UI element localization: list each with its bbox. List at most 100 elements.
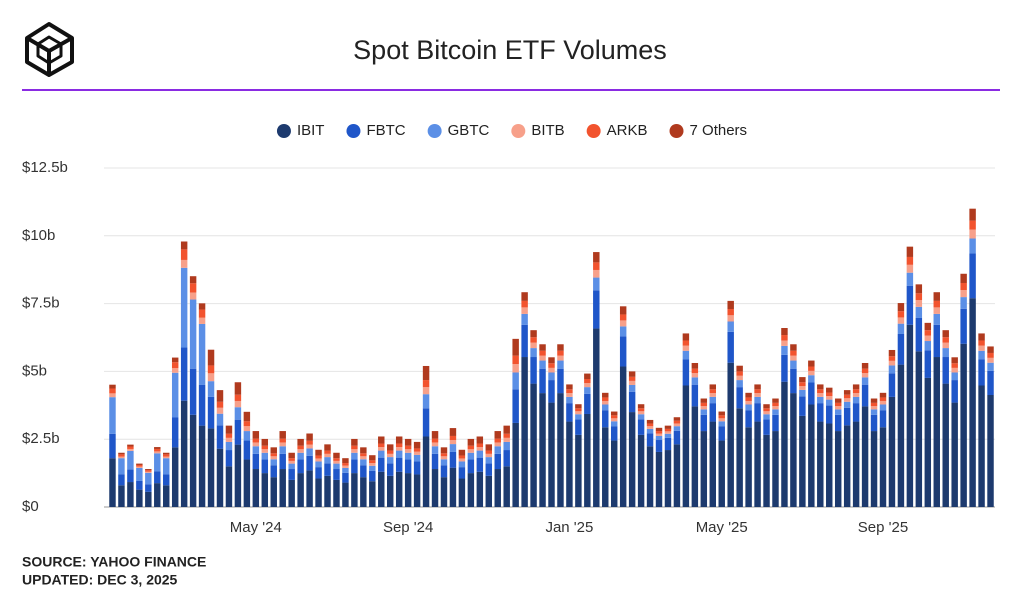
bar-segment bbox=[270, 465, 277, 478]
bar-segment bbox=[494, 442, 501, 447]
bar-segment bbox=[673, 444, 681, 507]
bar-segment bbox=[924, 322, 932, 331]
legend-label: IBIT bbox=[297, 122, 325, 139]
bar-segment bbox=[718, 426, 725, 441]
bar-segment bbox=[145, 469, 152, 471]
bar-segment bbox=[234, 382, 242, 395]
bar-segment bbox=[566, 389, 573, 394]
bar-segment bbox=[888, 360, 896, 366]
bar-segment bbox=[951, 402, 958, 507]
bar-segment bbox=[351, 445, 358, 450]
bar-segment bbox=[521, 313, 528, 325]
bar-segment bbox=[288, 458, 295, 461]
bar-segment bbox=[826, 399, 833, 406]
bar-segment bbox=[915, 293, 923, 301]
bar-segment bbox=[790, 360, 797, 369]
bar-segment bbox=[324, 475, 331, 507]
bar-segment bbox=[987, 362, 994, 371]
bar-segment bbox=[163, 454, 170, 457]
bar-segment bbox=[198, 303, 206, 310]
bar-segment bbox=[369, 481, 376, 507]
bar-segment bbox=[387, 450, 394, 454]
bar-segment bbox=[180, 241, 188, 250]
bar-segment bbox=[189, 276, 197, 284]
bar-segment bbox=[718, 411, 725, 416]
bar-segment bbox=[539, 350, 546, 356]
bar-segment bbox=[628, 412, 636, 507]
bar-segment bbox=[879, 427, 887, 507]
bar-segment bbox=[763, 414, 770, 420]
bar-segment bbox=[189, 292, 197, 300]
bar-segment bbox=[637, 411, 645, 415]
bar-segment bbox=[234, 407, 242, 420]
bar-segment bbox=[915, 317, 923, 352]
bar-segment bbox=[628, 384, 636, 392]
bar-segment bbox=[700, 431, 708, 507]
bar-segment bbox=[664, 428, 672, 432]
bar-segment bbox=[718, 418, 725, 422]
bar-segment bbox=[960, 308, 967, 344]
bar-segment bbox=[691, 406, 699, 507]
bar-segment bbox=[969, 238, 976, 254]
bar-segment bbox=[664, 437, 672, 451]
bar-segment bbox=[503, 441, 510, 451]
bar-segment bbox=[539, 355, 546, 361]
bar-segment bbox=[951, 372, 958, 381]
bar-segment bbox=[557, 393, 564, 507]
bar-segment bbox=[655, 435, 663, 441]
bar-segment bbox=[942, 348, 949, 358]
bar-segment bbox=[852, 389, 860, 394]
bar-segment bbox=[467, 449, 475, 453]
bar-segment bbox=[790, 350, 797, 356]
bar-segment bbox=[315, 458, 322, 462]
bar-segment bbox=[521, 292, 528, 301]
bar-segment bbox=[378, 450, 385, 458]
bar-segment bbox=[485, 453, 493, 458]
bar-segment bbox=[378, 443, 385, 448]
bar-segment bbox=[118, 454, 125, 457]
bar-segment bbox=[503, 466, 510, 507]
bar-segment bbox=[924, 350, 932, 378]
bar-segment bbox=[261, 452, 269, 460]
bar-segment bbox=[655, 440, 663, 452]
bar-segment bbox=[225, 466, 233, 507]
bar-segment bbox=[145, 484, 152, 492]
bar-segment bbox=[494, 469, 501, 507]
bar-segment bbox=[602, 404, 609, 411]
bar-segment bbox=[637, 414, 645, 420]
bar-segment bbox=[727, 362, 734, 507]
bar-segment bbox=[109, 384, 116, 389]
bar-segment bbox=[763, 408, 770, 412]
bar-segment bbox=[602, 427, 609, 507]
bar-segment bbox=[476, 436, 484, 444]
bar-segment bbox=[575, 404, 582, 409]
bar-segment bbox=[422, 436, 430, 507]
bar-segment bbox=[646, 426, 654, 429]
bar-segment bbox=[458, 455, 466, 459]
bar-segment bbox=[503, 450, 510, 467]
bar-segment bbox=[727, 315, 734, 322]
bar-segment bbox=[960, 343, 967, 507]
bar-segment bbox=[109, 388, 116, 394]
bar-segment bbox=[593, 290, 600, 329]
bar-segment bbox=[808, 375, 815, 383]
bar-segment bbox=[395, 436, 403, 444]
bar-segment bbox=[673, 420, 681, 424]
bar-segment bbox=[395, 450, 403, 458]
bar-segment bbox=[637, 419, 645, 435]
bar-segment bbox=[548, 357, 555, 364]
bar-segment bbox=[539, 368, 546, 394]
bar-segment bbox=[512, 422, 519, 507]
bar-segment bbox=[171, 372, 179, 418]
bar-segment bbox=[136, 464, 143, 467]
bar-segment bbox=[610, 415, 618, 419]
bar-segment bbox=[404, 445, 412, 450]
bar-segment bbox=[198, 309, 206, 318]
bar-segment bbox=[664, 433, 672, 438]
bar-segment bbox=[870, 402, 878, 407]
bar-segment bbox=[360, 477, 367, 507]
bar-segment bbox=[324, 450, 331, 454]
bar-segment bbox=[987, 357, 994, 363]
bar-segment bbox=[118, 452, 125, 455]
bar-segment bbox=[817, 396, 824, 404]
